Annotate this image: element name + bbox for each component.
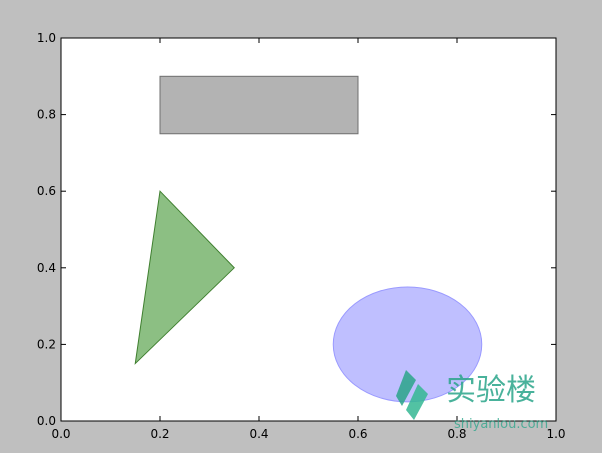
axes-frame [60, 37, 557, 422]
ellipse-patch [332, 286, 483, 403]
shiyanlou-logo-icon [396, 370, 428, 420]
x-tick-label: 0.0 [51, 427, 70, 441]
x-tick-label: 0.2 [150, 427, 169, 441]
ticks-layer: 0.0 0.2 0.4 0.6 0.8 1.0 0.0 0.2 0.4 0.6 0.8 1.0 [37, 31, 566, 441]
x-tick-label: 0.6 [348, 427, 367, 441]
rectangle-patch [159, 75, 359, 135]
x-tick-label: 1.0 [546, 427, 565, 441]
x-tick-label: 0.4 [249, 427, 268, 441]
triangle-patch [134, 190, 235, 365]
y-tick-label: 0.4 [37, 261, 56, 275]
shapes-layer [134, 75, 483, 403]
watermark-text-cn: 实验楼 [446, 373, 536, 408]
shiyanlou-watermark: 实验楼 shiyanlou.com [396, 370, 548, 432]
x-tick-label: 0.8 [447, 427, 466, 441]
y-tick-label: 0.2 [37, 337, 56, 351]
y-tick-label: 1.0 [37, 31, 56, 45]
watermark-text-en: shiyanlou.com [454, 417, 548, 432]
y-tick-label: 0.6 [37, 184, 56, 198]
y-tick-label: 0.8 [37, 108, 56, 122]
y-tick-label: 0.0 [37, 414, 56, 428]
